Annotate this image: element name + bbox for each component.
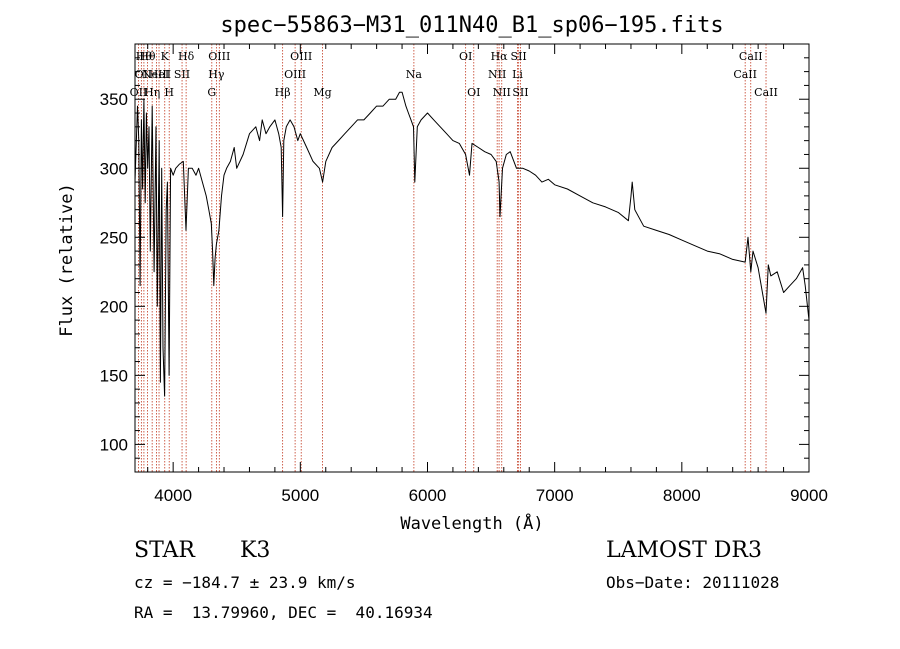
x-axis-label: Wavelength (Å) — [400, 512, 543, 534]
line-label-15: OIII — [284, 68, 306, 81]
line-label-3: Hθ — [139, 50, 156, 63]
line-label-23: NII — [493, 86, 511, 99]
y-tick-label-2: 200 — [100, 297, 128, 316]
line-label-18: Na — [406, 68, 423, 81]
line-label-24: Li — [512, 68, 523, 81]
x-tick-label-0: 4000 — [154, 486, 192, 505]
line-label-2: Hθ — [136, 50, 153, 63]
line-label-0: OII — [130, 86, 148, 99]
line-label-12: Hγ — [208, 68, 225, 81]
line-label-11: G — [207, 86, 216, 99]
y-tick-label-1: 150 — [100, 366, 128, 385]
line-label-14: Hβ — [275, 86, 291, 99]
x-tick-label-2: 6000 — [409, 486, 447, 505]
spectral-line-labels: OIIOIHθHθHηNeIIIHeIKHSIIHδGHγOIIIHβOIIIO… — [130, 50, 778, 99]
line-label-26: SII — [512, 86, 528, 99]
y-axis-label: Flux (relative) — [57, 183, 77, 337]
line-label-6: HeI — [149, 68, 169, 81]
line-label-4: Hη — [144, 86, 160, 99]
y-axis-ticks: 100 150 200 250 300 350 — [100, 57, 809, 459]
chart-title: spec−55863−M31_011N40_B1_sp06−195.fits — [220, 13, 723, 38]
spectral-line-markers — [138, 44, 767, 472]
y-tick-label-5: 350 — [100, 90, 128, 109]
survey-name: LAMOST DR3 — [606, 538, 762, 563]
x-tick-label-1: 5000 — [281, 486, 319, 505]
line-label-29: CaII — [754, 86, 778, 99]
plot-frame — [134, 43, 810, 473]
y-tick-label-3: 250 — [100, 228, 128, 247]
line-label-9: SII — [174, 68, 190, 81]
line-label-16: OIII — [290, 50, 312, 63]
x-tick-label-3: 7000 — [536, 486, 574, 505]
y-tick-label-0: 100 — [100, 435, 128, 454]
line-label-28: CaII — [739, 50, 763, 63]
line-label-17: Mg — [313, 86, 331, 99]
line-label-19: OI — [459, 50, 472, 63]
redshift-velocity: cz = −184.7 ± 23.9 km/s — [134, 573, 356, 592]
line-label-27: CaII — [733, 68, 757, 81]
line-label-7: K — [161, 50, 170, 63]
x-axis-ticks: 4000 5000 6000 7000 8000 9000 — [147, 44, 828, 505]
line-label-8: H — [164, 86, 174, 99]
line-label-22: Hα — [491, 50, 509, 63]
y-tick-label-4: 300 — [100, 159, 128, 178]
object-class: STAR — [134, 538, 195, 563]
line-label-5: NeIII — [142, 68, 171, 81]
x-tick-label-4: 8000 — [663, 486, 701, 505]
line-label-25: SII — [511, 50, 527, 63]
x-tick-label-5: 9000 — [790, 486, 828, 505]
spectrum-series-line — [134, 91, 810, 397]
observation-date: Obs−Date: 20111028 — [606, 573, 780, 592]
line-label-20: OI — [467, 86, 480, 99]
ra-dec-coordinates: RA = 13.79960, DEC = 40.16934 — [134, 603, 433, 622]
line-label-21: NII — [488, 68, 506, 81]
line-label-10: Hδ — [178, 50, 195, 63]
line-label-13: OIII — [208, 50, 230, 63]
object-subclass: K3 — [240, 538, 271, 563]
